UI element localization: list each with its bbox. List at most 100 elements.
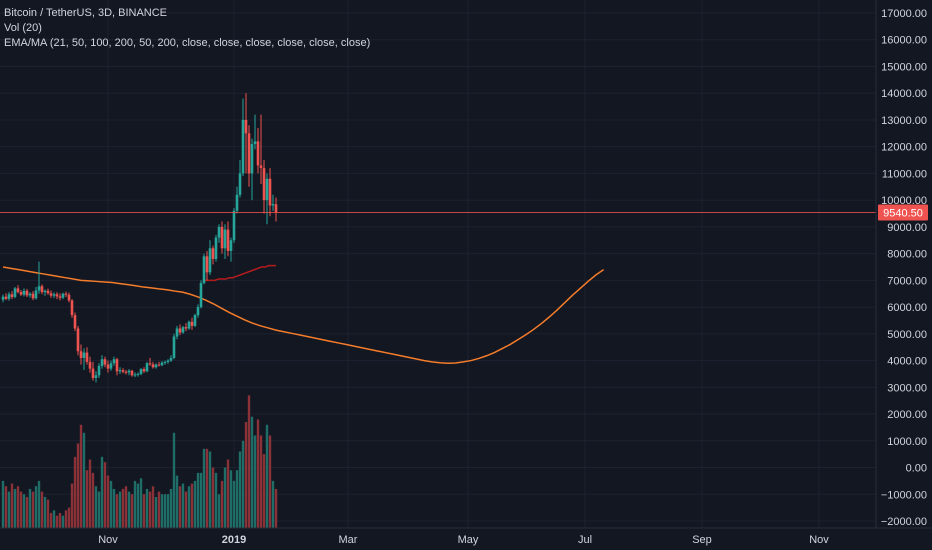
price-tick-label: 15000.00 <box>881 61 927 73</box>
volume-bar <box>70 483 74 528</box>
price-tick-label: −2000.00 <box>881 516 927 528</box>
volume-bar <box>67 507 71 528</box>
volume-bar <box>16 486 20 528</box>
candle-body <box>55 294 59 297</box>
candle-body <box>10 294 14 297</box>
volume-bar <box>223 467 227 528</box>
volume-bar <box>115 494 119 528</box>
candle-body <box>193 315 197 326</box>
volume-bar <box>157 491 161 528</box>
candle-body <box>220 226 224 249</box>
candle-body <box>118 370 122 372</box>
volume-bar <box>7 491 11 528</box>
volume-bar <box>76 443 80 528</box>
candle-body <box>139 369 143 374</box>
volume-bar <box>202 448 206 528</box>
candle-body <box>106 364 110 369</box>
volume-bar <box>46 499 50 528</box>
candle-body <box>205 256 209 273</box>
volume-bar <box>61 515 65 528</box>
volume-bar <box>244 422 248 528</box>
candle-body <box>154 364 158 368</box>
candle-body <box>133 374 137 376</box>
volume-bar <box>163 494 167 528</box>
last-price-box <box>878 204 928 221</box>
volume-bar <box>265 424 269 528</box>
candle-body <box>97 365 101 376</box>
price-tick-label: 12000.00 <box>881 142 927 154</box>
volume-bar <box>247 395 251 528</box>
volume-bar <box>88 459 92 528</box>
candle-body <box>85 352 89 362</box>
candle-body <box>196 307 200 316</box>
candle-body <box>271 204 275 206</box>
time-axis[interactable]: Nov 2019 Mar May Jul Sep Nov <box>98 534 829 546</box>
volume-bar <box>256 419 260 528</box>
volume-bars <box>1 395 278 528</box>
time-tick-label: Nov <box>98 534 118 546</box>
candle-body <box>109 363 113 369</box>
volume-bar <box>1 480 5 528</box>
grid-lines <box>0 0 876 528</box>
volume-bar <box>259 435 263 528</box>
volume-bar <box>124 486 128 528</box>
volume-bar <box>82 432 86 528</box>
last-price-value: 9540.50 <box>883 207 923 219</box>
volume-bar <box>172 432 176 528</box>
volume-bar <box>226 459 230 528</box>
volume-bar <box>148 491 152 528</box>
volume-bar <box>220 480 224 528</box>
candle-body <box>223 229 227 249</box>
candle-body <box>262 168 266 201</box>
candle-body <box>13 288 17 297</box>
legend-volume[interactable]: Vol (20) <box>4 22 42 34</box>
candle-body <box>52 294 56 296</box>
volume-bar <box>94 486 98 528</box>
volume-bar <box>250 416 254 528</box>
volume-bar <box>142 494 146 528</box>
candle-body <box>136 373 140 375</box>
candle-body <box>184 327 188 329</box>
price-axis[interactable]: 17000.00 16000.00 15000.00 14000.00 13000.00… <box>881 8 927 528</box>
candle-body <box>70 300 74 316</box>
candle-body <box>61 293 65 298</box>
volume-bar <box>184 491 188 528</box>
candle-body <box>214 237 218 259</box>
volume-bar <box>166 494 170 528</box>
price-tick-label: 7000.00 <box>887 275 927 287</box>
candle-body <box>256 141 260 166</box>
candle-body <box>67 294 71 301</box>
time-tick-label: Nov <box>809 534 829 546</box>
candle-body <box>4 296 8 299</box>
volume-bar <box>28 488 32 528</box>
time-tick-label: 2019 <box>222 534 246 546</box>
volume-bar <box>232 480 236 528</box>
price-tick-label: 8000.00 <box>887 249 927 261</box>
candle-body <box>43 290 47 293</box>
price-tick-label: 1000.00 <box>887 436 927 448</box>
candle-body <box>229 240 233 251</box>
candle-body <box>82 352 86 358</box>
time-tick-label: May <box>458 534 479 546</box>
candle-body <box>160 362 164 366</box>
volume-bar <box>271 480 275 528</box>
volume-bar <box>241 440 245 528</box>
legend-ema-ma[interactable]: EMA/MA (21, 50, 100, 200, 50, 200, close… <box>4 37 371 49</box>
volume-bar <box>262 454 266 528</box>
volume-bar <box>127 491 131 528</box>
candle-body <box>115 359 119 372</box>
volume-bar <box>49 512 53 528</box>
candle-body <box>199 283 203 308</box>
candle-body <box>28 293 32 296</box>
candle-body <box>235 194 239 211</box>
candle-body <box>181 327 185 333</box>
volume-bar <box>268 435 272 528</box>
volume-bar <box>55 515 59 528</box>
volume-bar <box>112 488 116 528</box>
volume-bar <box>238 451 242 528</box>
price-tick-label: 10000.00 <box>881 195 927 207</box>
volume-bar <box>196 472 200 528</box>
legend-symbol[interactable]: Bitcoin / TetherUS, 3D, BINANCE <box>4 7 168 19</box>
